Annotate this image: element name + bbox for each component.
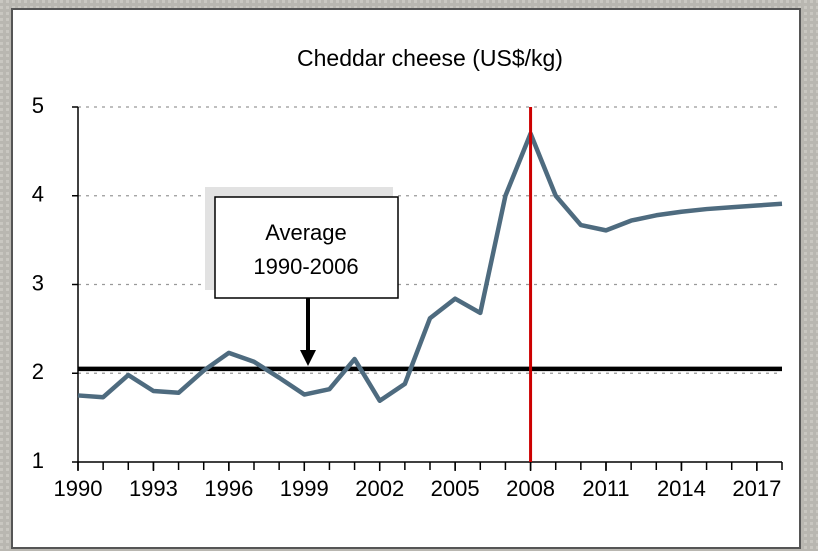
panel <box>11 8 801 549</box>
plot: 1 2 3 4 5 1990 1993 1996 1999 2002 2005 2008 2011 201… <box>32 93 783 501</box>
x-tick-label: 1993 <box>129 476 178 501</box>
x-tick-label: 2014 <box>657 476 706 501</box>
x-tick-label: 1996 <box>204 476 253 501</box>
x-tick-label: 2017 <box>732 476 781 501</box>
chart-title: Cheddar cheese (US$/kg) <box>297 45 563 71</box>
y-tick-label: 1 <box>32 448 44 473</box>
annotation-arrowhead <box>300 350 316 366</box>
y-tick-label: 3 <box>32 270 44 295</box>
x-tick-label: 2008 <box>506 476 555 501</box>
annotation-box <box>214 196 399 299</box>
x-tick-label: 2002 <box>355 476 404 501</box>
x-tick-label: 2011 <box>582 476 629 501</box>
line-series <box>77 131 783 404</box>
x-tick-label: 2005 <box>431 476 480 501</box>
x-tick-label: 1990 <box>54 476 103 501</box>
annotation-text: 1990-2006 <box>253 254 358 279</box>
y-tick-label: 2 <box>32 359 44 384</box>
x-tick-label: 1999 <box>280 476 329 501</box>
y-tick-label: 4 <box>32 182 44 207</box>
annotation-text: Average <box>265 220 347 245</box>
y-tick-label: 5 <box>32 93 44 118</box>
